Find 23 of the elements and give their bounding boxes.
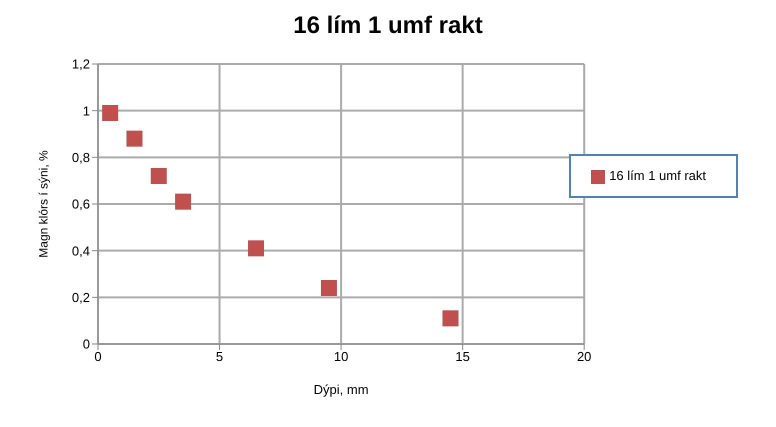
point [175, 194, 192, 210]
y-axis-title: Magn klórs í sýni, % [36, 150, 50, 258]
point [150, 168, 167, 184]
y-tick-label: 0,6 [72, 196, 90, 212]
point [248, 240, 264, 256]
point [320, 280, 337, 296]
x-tick-label: 15 [455, 349, 470, 364]
y-tick-label: 0,4 [72, 243, 90, 258]
chart-title: 16 lím 1 umf rakt [292, 11, 484, 41]
x-tick-label: 0 [94, 349, 102, 364]
x-tick-label: 10 [334, 349, 348, 364]
x-axis-title: Dýpi, mm [314, 382, 369, 397]
x-tick-label: 20 [576, 349, 592, 364]
y-tick-label: 1,2 [72, 56, 90, 72]
x-tick-label: 5 [216, 349, 224, 364]
point [126, 130, 142, 147]
point [102, 105, 118, 121]
y-tick-label: 0,8 [72, 150, 90, 165]
y-tick-label: 0 [82, 336, 90, 352]
y-tick-label: 1 [82, 103, 90, 118]
legend-label: 16 lím 1 umf rakt [609, 168, 706, 183]
point [442, 310, 458, 326]
y-tick-label: 0,2 [72, 290, 90, 305]
